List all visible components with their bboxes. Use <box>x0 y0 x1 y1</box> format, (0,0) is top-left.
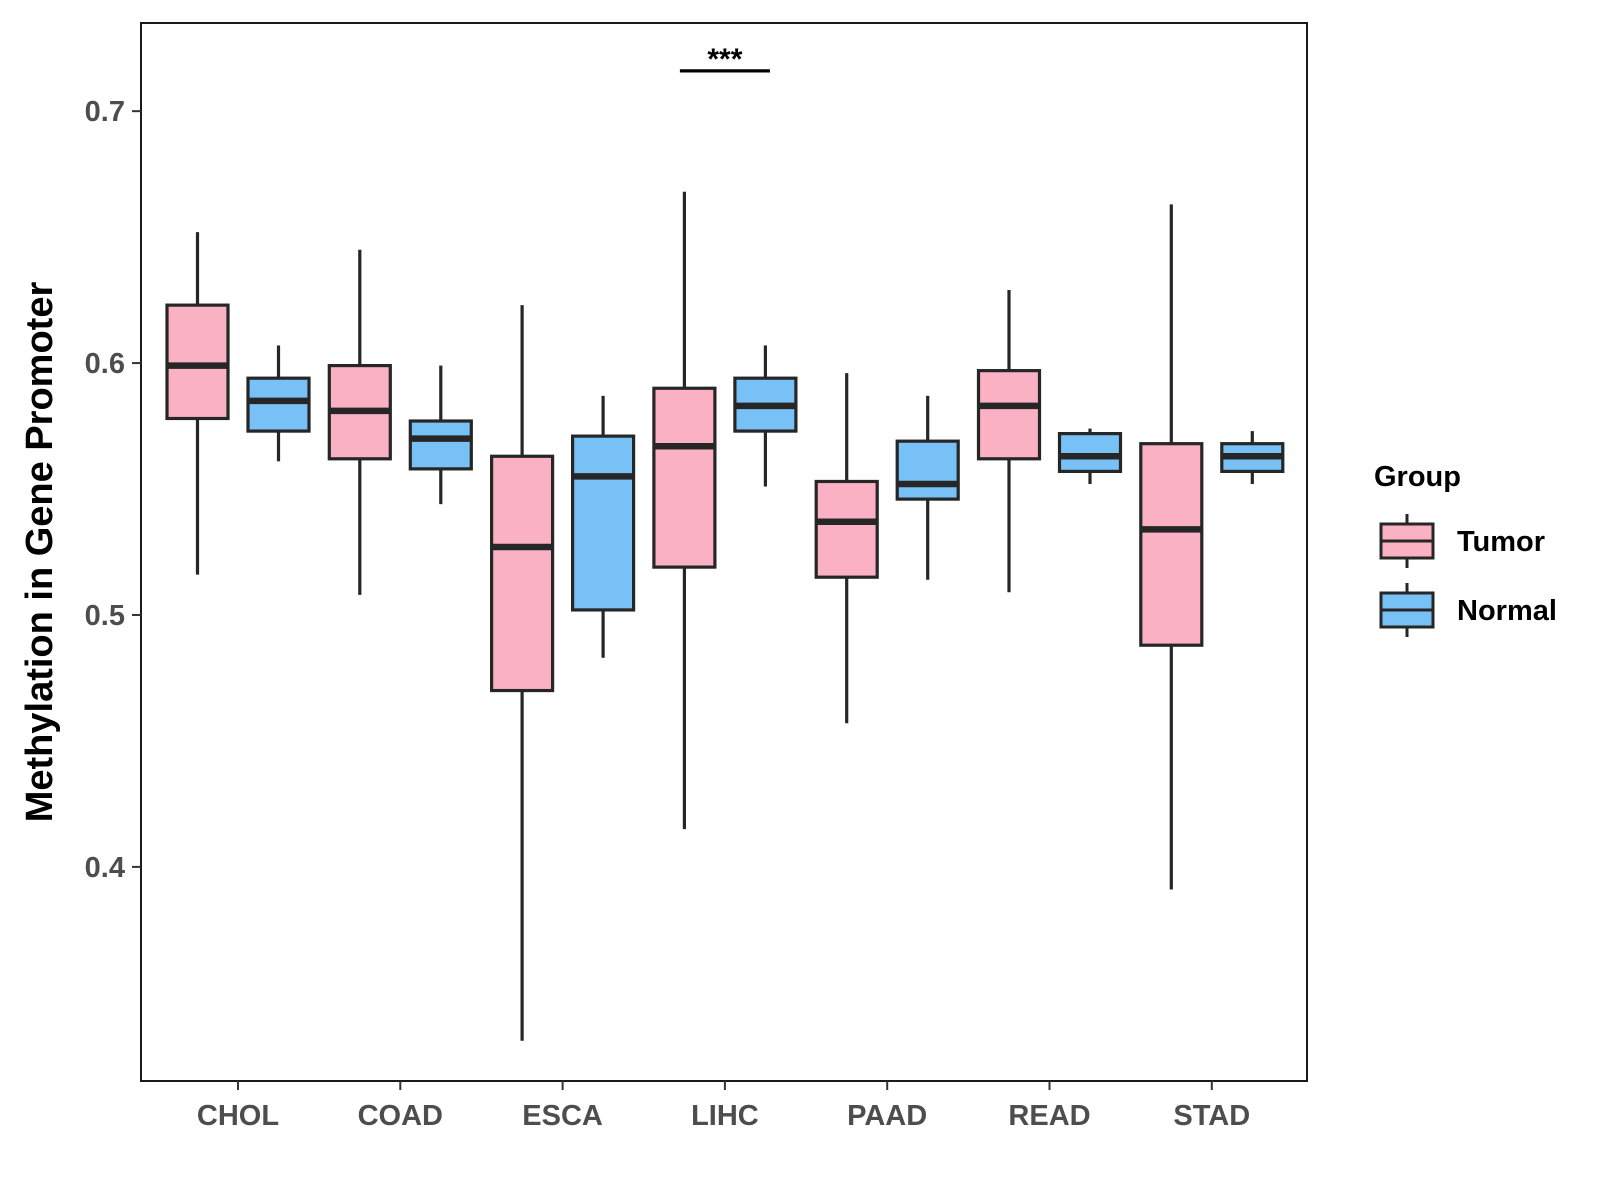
annotations-layer: *** <box>679 43 770 76</box>
box-normal-coad <box>408 365 473 505</box>
box-iqr <box>1057 432 1123 473</box>
legend: Group Tumor Normal <box>1374 461 1557 637</box>
box-iqr <box>895 439 960 501</box>
x-tick-label-stad: STAD <box>1173 1100 1250 1132</box>
box-iqr <box>490 454 555 693</box>
box-normal-read <box>1057 428 1123 484</box>
y-tick-label: 0.5 <box>85 600 125 632</box>
legend-entry-tumor: Tumor <box>1379 514 1545 568</box>
legend-title: Group <box>1374 461 1461 493</box>
box-normal-chol <box>246 345 311 462</box>
box-tumor-esca <box>490 305 555 1041</box>
box-tumor-read <box>976 290 1042 593</box>
box-normal-lihc <box>733 345 798 487</box>
box-iqr <box>570 434 636 612</box>
box-tumor-chol <box>165 232 230 575</box>
x-tick-label-paad: PAAD <box>847 1100 927 1132</box>
box-iqr <box>814 479 879 579</box>
y-axis: 0.4 0.5 0.6 0.7 <box>85 96 141 884</box>
box-iqr <box>246 376 311 433</box>
box-normal-paad <box>895 395 960 580</box>
box-iqr <box>1139 442 1204 647</box>
x-axis: CHOL COAD ESCA LIHC PAAD READ STAD <box>197 1081 1250 1132</box>
box-normal-esca <box>570 395 636 658</box>
boxes-layer <box>165 191 1285 1041</box>
y-tick-label: 0.6 <box>85 348 125 380</box>
box-iqr <box>165 303 230 421</box>
y-axis-title: Methylation in Gene Promoter <box>19 282 61 823</box>
legend-label-tumor: Tumor <box>1457 526 1545 558</box>
box-tumor-paad <box>814 373 879 724</box>
x-tick-label-esca: ESCA <box>522 1100 603 1132</box>
box-iqr <box>976 369 1042 461</box>
legend-entry-normal: Normal <box>1379 583 1557 637</box>
significance-label: *** <box>707 43 742 76</box>
box-tumor-stad <box>1139 204 1204 890</box>
x-tick-label-coad: COAD <box>358 1100 443 1132</box>
x-tick-label-read: READ <box>1008 1100 1090 1132</box>
y-tick-label: 0.7 <box>85 96 125 128</box>
plot-frame <box>140 22 1308 1082</box>
x-tick-label-lihc: LIHC <box>691 1100 759 1132</box>
legend-label-normal: Normal <box>1457 595 1557 627</box>
box-normal-stad <box>1220 431 1285 484</box>
box-tumor-coad <box>327 249 392 595</box>
x-tick-label-chol: CHOL <box>197 1100 279 1132</box>
box-iqr <box>408 419 473 471</box>
box-tumor-lihc <box>652 191 717 830</box>
y-tick-label: 0.4 <box>85 852 125 884</box>
box-iqr <box>652 386 717 569</box>
